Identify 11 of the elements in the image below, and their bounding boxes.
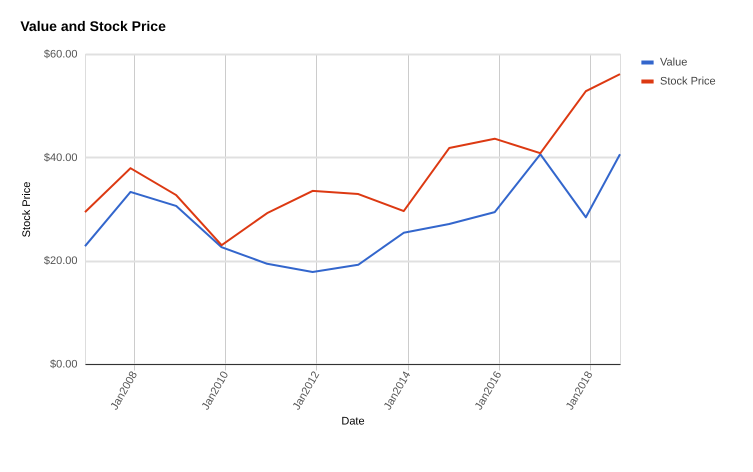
legend-label: Value [660, 56, 688, 68]
y-axis-title: Stock Price [20, 182, 33, 238]
y-tick-label: $20.00 [44, 255, 78, 268]
legend-label: Stock Price [660, 76, 716, 88]
line-series [84, 153, 621, 274]
y-tick-label: $40.00 [44, 152, 78, 164]
line-series [84, 73, 621, 246]
y-tick-label: $0.00 [50, 358, 78, 370]
chart-title: Value and Stock Price [20, 18, 166, 34]
y-tick-label: $60.00 [44, 48, 78, 60]
x-axis-title: Date [341, 416, 365, 428]
